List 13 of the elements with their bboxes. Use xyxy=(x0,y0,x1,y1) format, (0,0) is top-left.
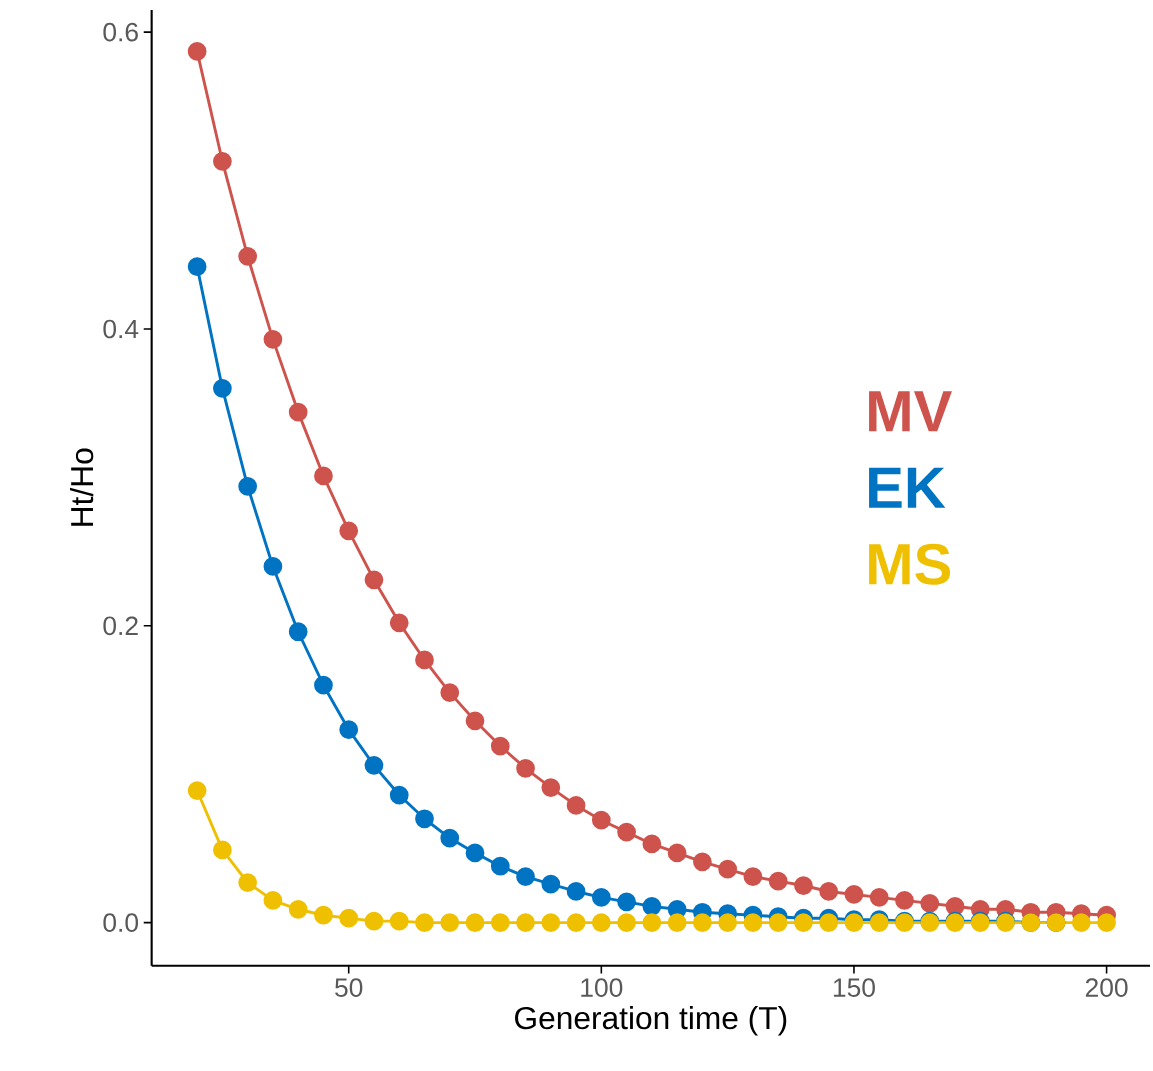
y-tick-label: 0.6 xyxy=(103,22,138,42)
x-tick-label: 200 xyxy=(1085,978,1128,998)
y-axis-title: Ht/Ho xyxy=(70,448,94,526)
y-tick-label: 0.0 xyxy=(103,913,139,933)
x-tick-label: 100 xyxy=(581,978,623,998)
x-axis-title: Generation time (T) xyxy=(515,1006,787,1036)
x-tick-label: 150 xyxy=(833,978,875,998)
y-tick-label: 0.2 xyxy=(103,616,138,636)
y-tick-label: 0.4 xyxy=(103,319,139,339)
text: MV xyxy=(869,391,952,432)
x-tick-label: 50 xyxy=(335,978,363,998)
text: MS xyxy=(869,543,951,585)
text: EK xyxy=(869,467,946,508)
